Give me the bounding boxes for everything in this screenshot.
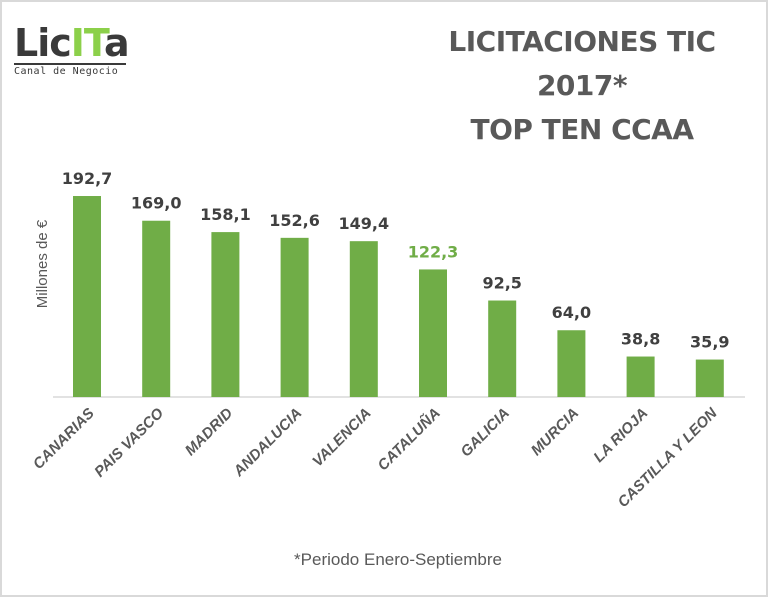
data-label: 158,1 xyxy=(200,205,251,224)
data-label: 192,7 xyxy=(62,169,113,188)
x-tick-label: CATALUÑA xyxy=(374,404,444,474)
bar-5 xyxy=(419,269,447,397)
x-tick-label: LA RIOJA xyxy=(590,405,651,466)
x-tick-label: PAIS VASCO xyxy=(91,405,167,481)
data-label: 122,3 xyxy=(408,242,459,261)
bar-3 xyxy=(280,237,309,397)
bar-0 xyxy=(73,196,101,397)
bar-9 xyxy=(695,359,724,397)
title-line-1: LICITACIONES TIC 2017* xyxy=(448,25,716,102)
footnote: *Periodo Enero-Septiembre xyxy=(294,550,502,569)
data-label: 169,0 xyxy=(131,194,182,213)
x-tick-label: MADRID xyxy=(182,405,237,460)
x-tick-label: MURCIA xyxy=(528,405,582,459)
bar-8 xyxy=(626,356,655,397)
data-label: 64,0 xyxy=(552,303,591,322)
data-label: 92,5 xyxy=(482,274,521,293)
bar-1 xyxy=(142,220,171,397)
y-axis-label: Millones de € xyxy=(34,219,51,308)
bar-4 xyxy=(349,241,378,397)
data-label: 152,6 xyxy=(269,211,320,230)
bar-7 xyxy=(557,330,586,397)
x-tick-label: ANDALUCIA xyxy=(230,405,306,481)
title-line-2: TOP TEN CCAA xyxy=(470,113,694,146)
x-tick-label: GALICIA xyxy=(457,405,513,461)
data-label: 38,8 xyxy=(621,330,660,349)
x-tick-label: VALENCIA xyxy=(309,405,374,470)
bar-2 xyxy=(211,232,240,397)
bar-6 xyxy=(488,300,517,397)
data-label: 149,4 xyxy=(338,214,389,233)
data-label: 35,9 xyxy=(690,333,729,352)
x-tick-label: CANARIAS xyxy=(30,405,98,473)
licita-logo: LicITa Canal de Negocio xyxy=(14,21,130,77)
chart-title: LICITACIONES TIC 2017* TOP TEN CCAA xyxy=(352,20,752,152)
